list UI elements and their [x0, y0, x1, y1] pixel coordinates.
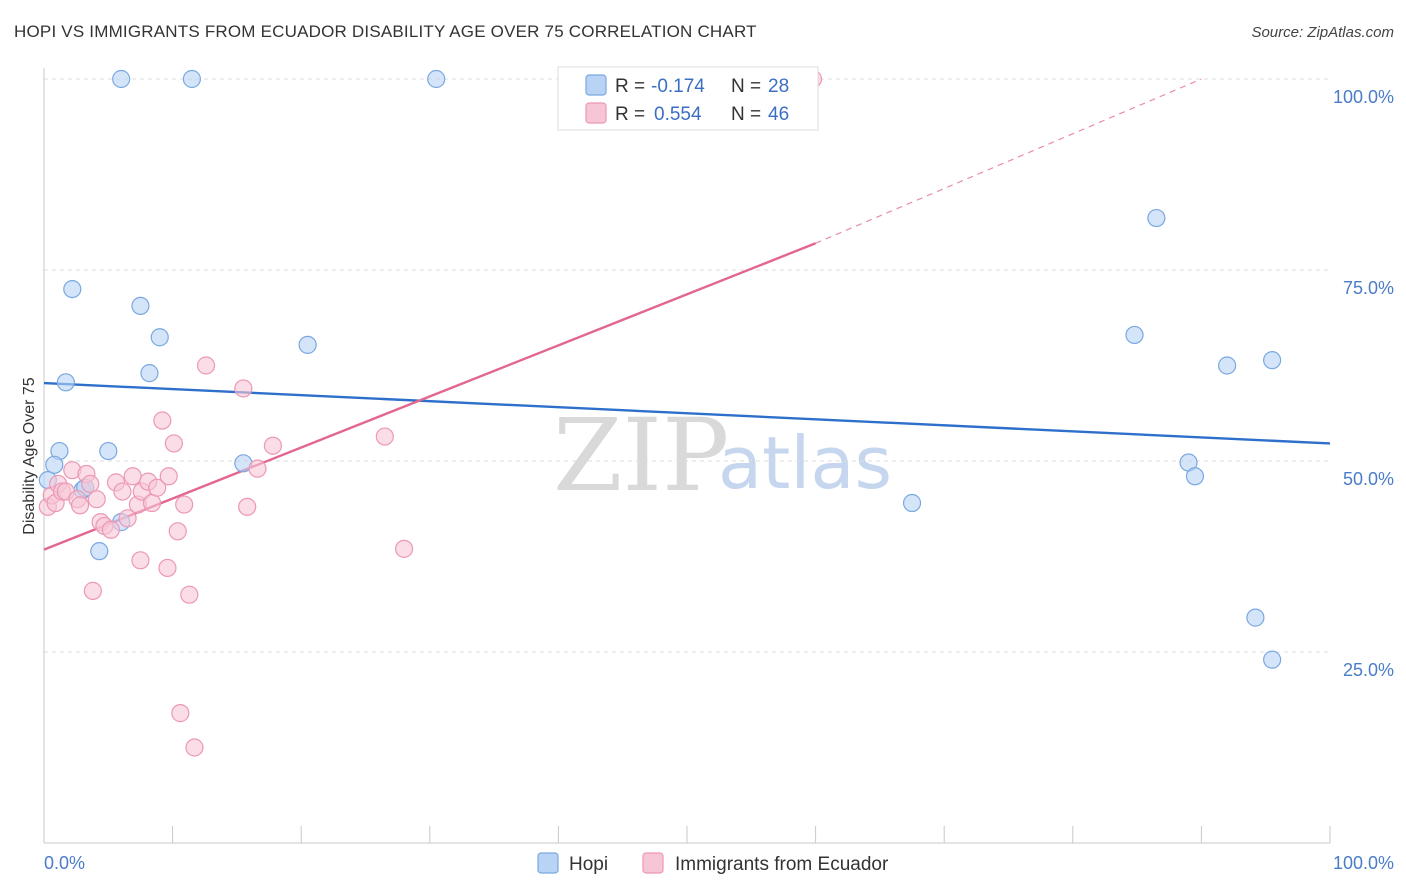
trendline-ecuador: [43, 242, 817, 551]
axes: [43, 68, 1331, 844]
correlation-legend: R = -0.174 N = 28 R = 0.554 N = 46: [557, 66, 819, 131]
point-ecuador-27: [168, 522, 187, 541]
legend-n-label-hopi: N =: [731, 76, 761, 97]
y-tick-label-100: 100.0%: [1333, 87, 1394, 107]
tick-labels: 25.0% 50.0% 75.0% 100.0% 0.0% 100.0%: [44, 87, 1394, 873]
trendlines: [43, 78, 1331, 551]
legend-r-value-ecuador: 0.554: [654, 104, 702, 125]
point-ecuador-39: [83, 581, 102, 600]
point-ecuador-38: [180, 585, 199, 604]
point-hopi-26: [1246, 608, 1265, 627]
point-hopi-22: [1218, 356, 1237, 375]
point-ecuador-10: [81, 474, 100, 494]
point-ecuador-41: [185, 738, 204, 757]
point-ecuador-36: [158, 558, 177, 578]
point-hopi-19: [902, 493, 922, 513]
bottom-legend-label-ecuador: Immigrants from Ecuador: [675, 854, 889, 875]
legend-r-label-hopi: R =: [615, 76, 645, 97]
bottom-legend-swatch-hopi: [537, 852, 559, 874]
point-ecuador-35: [394, 539, 414, 558]
trendline-hopi: [43, 381, 1331, 445]
point-ecuador-17: [118, 509, 137, 528]
point-hopi-23: [1263, 351, 1282, 370]
point-ecuador-30: [234, 379, 253, 398]
trendline-ecuador-extension: [815, 78, 1202, 244]
point-hopi-21: [1125, 325, 1144, 345]
bottom-legend-swatch-ecuador: [642, 852, 664, 874]
chart-title: HOPI VS IMMIGRANTS FROM ECUADOR DISABILI…: [14, 22, 757, 41]
point-hopi-1: [182, 69, 201, 89]
point-ecuador-11: [87, 490, 106, 509]
point-ecuador-18: [123, 467, 142, 486]
x-tick-label-max: 100.0%: [1333, 853, 1394, 873]
watermark-zip: ZIP: [553, 397, 729, 514]
point-ecuador-28: [175, 495, 194, 514]
point-ecuador-14: [101, 520, 120, 539]
data-points: [38, 69, 1282, 757]
legend-n-value-ecuador: 46: [768, 104, 789, 125]
point-ecuador-22: [142, 493, 162, 513]
point-ecuador-32: [248, 459, 267, 478]
legend-r-value-hopi: -0.174: [651, 76, 705, 97]
point-ecuador-40: [171, 704, 190, 723]
point-hopi-25: [1185, 467, 1205, 486]
point-hopi-6: [140, 364, 159, 383]
point-hopi-0: [112, 69, 131, 89]
point-ecuador-37: [131, 551, 150, 570]
point-hopi-12: [45, 455, 64, 474]
point-hopi-2: [427, 69, 446, 89]
point-hopi-17: [90, 542, 109, 561]
legend-n-value-hopi: 28: [768, 76, 789, 97]
chart-source: Source: ZipAtlas.com: [1251, 24, 1394, 41]
legend-swatch-hopi: [585, 74, 607, 96]
grid: [44, 78, 1330, 653]
point-ecuador-31: [238, 497, 257, 516]
watermark: ZIP atlas: [553, 397, 892, 514]
x-tick-label-min: 0.0%: [44, 853, 85, 873]
point-hopi-20: [1147, 208, 1166, 228]
point-ecuador-23: [148, 478, 167, 497]
legend-swatch-ecuador: [585, 102, 607, 124]
y-tick-label-50: 50.0%: [1343, 469, 1394, 489]
point-hopi-8: [298, 335, 317, 354]
series-legend: Hopi Immigrants from Ecuador: [537, 852, 889, 875]
point-ecuador-16: [113, 482, 132, 501]
point-ecuador-8: [70, 496, 90, 515]
point-ecuador-34: [375, 427, 394, 446]
point-hopi-7: [56, 373, 75, 392]
point-ecuador-29: [196, 356, 216, 375]
point-hopi-5: [150, 328, 169, 347]
point-hopi-27: [1263, 650, 1282, 669]
point-ecuador-25: [159, 467, 178, 486]
y-tick-label-75: 75.0%: [1343, 278, 1394, 298]
y-axis-label: Disability Age Over 75: [21, 377, 38, 535]
point-hopi-3: [63, 280, 82, 299]
point-ecuador-24: [153, 411, 172, 430]
point-hopi-10: [99, 441, 118, 461]
point-hopi-4: [131, 296, 150, 316]
point-ecuador-26: [164, 434, 183, 453]
legend-n-label-ecuador: N =: [731, 104, 761, 125]
legend-r-label-ecuador: R =: [615, 104, 645, 125]
bottom-legend-label-hopi: Hopi: [569, 854, 608, 875]
point-ecuador-33: [263, 436, 283, 455]
watermark-atlas: atlas: [718, 421, 892, 505]
y-tick-label-25: 25.0%: [1343, 660, 1394, 680]
